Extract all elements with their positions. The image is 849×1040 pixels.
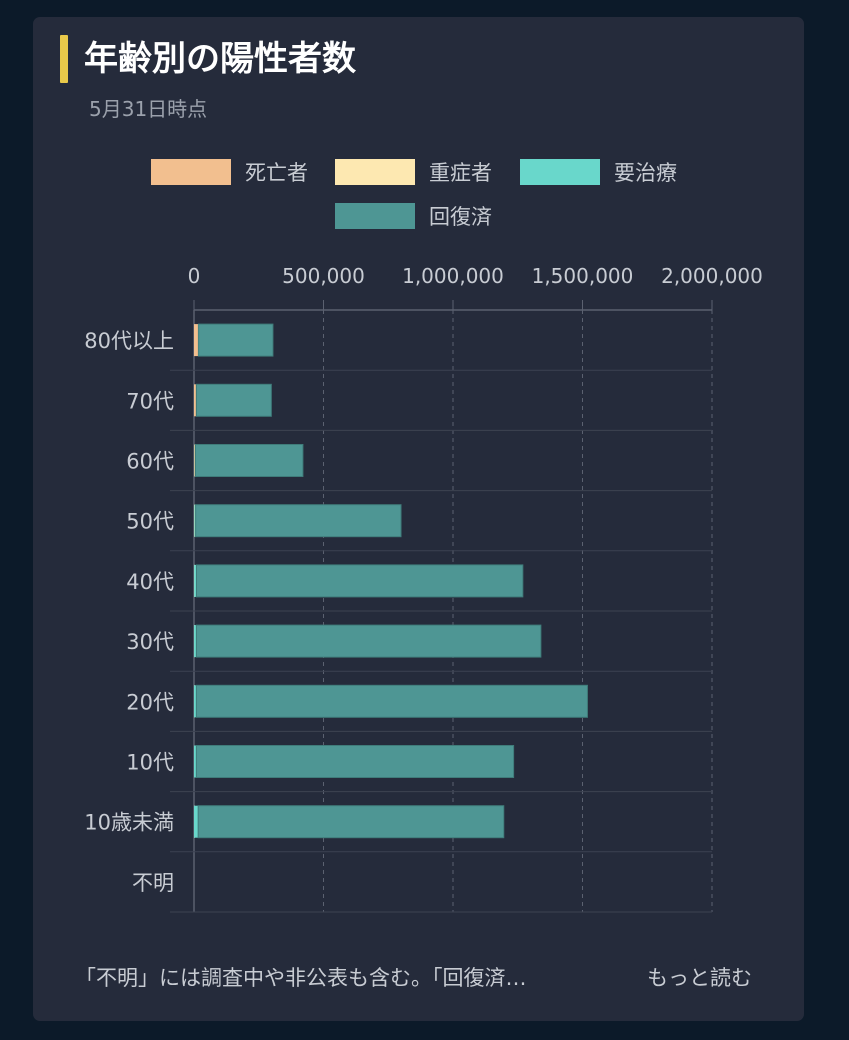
y-category-label: 40代 — [126, 570, 174, 594]
bar-segment-deaths[interactable] — [194, 444, 195, 477]
bar-segment-recovered[interactable] — [197, 805, 505, 839]
chart-title: 年齢別の陽性者数 — [84, 39, 356, 79]
x-tick-label: 2,000,000 — [661, 264, 763, 288]
legend-item-deaths[interactable]: 死亡者 — [151, 157, 308, 187]
bar-segment-recovered[interactable] — [195, 624, 542, 658]
y-category-label: 80代以上 — [84, 329, 174, 353]
bar-segment-deaths[interactable] — [194, 324, 198, 357]
y-category-label: 30代 — [126, 630, 174, 654]
legend-label-severe: 重症者 — [429, 161, 492, 185]
y-category-label: 20代 — [126, 690, 174, 714]
x-tick-label: 1,000,000 — [402, 264, 504, 288]
y-category-label: 70代 — [126, 389, 174, 413]
legend-label-recovered: 回復済 — [429, 205, 492, 229]
bar-segment-recovered[interactable] — [195, 684, 588, 718]
legend-item-treatment[interactable]: 要治療 — [520, 157, 677, 187]
bar-segment-treatment[interactable] — [194, 745, 197, 778]
y-category-label: 10歳未満 — [84, 811, 174, 835]
bar-segment-deaths[interactable] — [194, 384, 196, 417]
legend-swatch-treatment — [520, 159, 600, 185]
bar-segment-recovered[interactable] — [195, 504, 402, 538]
read-more-link[interactable]: もっと読む — [647, 966, 752, 990]
x-tick-label: 500,000 — [282, 264, 365, 288]
x-tick-label: 1,500,000 — [532, 264, 634, 288]
y-category-label: 10代 — [126, 751, 174, 775]
bar-segment-recovered[interactable] — [195, 745, 515, 778]
title-accent-bar — [60, 35, 68, 83]
legend-label-deaths: 死亡者 — [245, 161, 308, 185]
legend-item-recovered[interactable]: 回復済 — [335, 201, 492, 231]
bar-segment-treatment[interactable] — [194, 504, 196, 537]
legend-swatch-deaths — [151, 159, 231, 185]
bar-segment-treatment[interactable] — [194, 625, 197, 658]
x-tick-label: 0 — [188, 264, 201, 288]
stacked-bar-chart: 0 500,000 1,000,000 1,500,000 2,000,000 80代以上… — [84, 264, 763, 913]
bar-segment-recovered[interactable] — [195, 564, 524, 598]
bar-segment-recovered[interactable] — [198, 323, 274, 357]
y-category-label: 50代 — [126, 510, 174, 534]
bar-segment-treatment[interactable] — [194, 564, 197, 597]
bar-segment-treatment[interactable] — [194, 685, 197, 718]
legend-label-treatment: 要治療 — [614, 161, 677, 185]
legend-swatch-recovered — [335, 203, 415, 229]
chart-subtitle: 5月31日時点 — [89, 97, 208, 121]
age-positive-cases-card: 年齢別の陽性者数 5月31日時点 死亡者 重症者 要治療 回復済 0 500,00… — [33, 17, 804, 1021]
bar-segment-treatment[interactable] — [194, 805, 199, 838]
y-category-label: 不明 — [132, 871, 174, 895]
footer-note: 「不明」には調査中や非公表も含む。「回復済… — [75, 966, 527, 990]
legend-item-severe[interactable]: 重症者 — [335, 157, 492, 187]
bar-segment-recovered[interactable] — [195, 383, 272, 417]
bar-segment-recovered[interactable] — [194, 444, 304, 477]
legend-swatch-severe — [335, 159, 415, 185]
y-category-label: 60代 — [126, 450, 174, 474]
